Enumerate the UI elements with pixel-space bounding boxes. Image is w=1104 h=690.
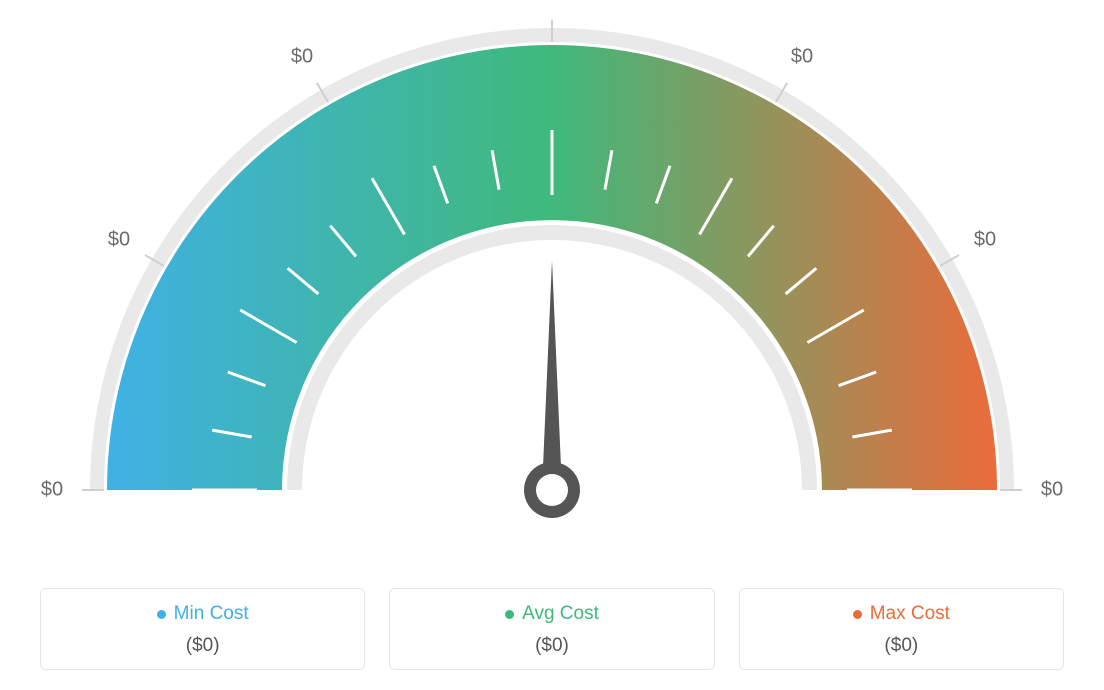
legend-value-max: ($0) [750, 635, 1053, 657]
legend-label-min: Min Cost [157, 603, 249, 625]
legend-row: Min Cost ($0) Avg Cost ($0) Max Cost ($0… [40, 588, 1064, 670]
dot-max [853, 610, 862, 619]
svg-text:$0: $0 [41, 478, 63, 500]
legend-card-avg: Avg Cost ($0) [389, 588, 714, 670]
legend-label-avg: Avg Cost [505, 603, 599, 625]
svg-text:$0: $0 [791, 45, 813, 67]
svg-text:$0: $0 [108, 228, 130, 250]
dot-avg [505, 610, 514, 619]
svg-text:$0: $0 [291, 45, 313, 67]
legend-label-text-avg: Avg Cost [522, 603, 599, 625]
legend-card-max: Max Cost ($0) [739, 588, 1064, 670]
legend-label-text-min: Min Cost [174, 603, 249, 625]
legend-value-avg: ($0) [400, 635, 703, 657]
legend-label-max: Max Cost [853, 603, 950, 625]
legend-card-min: Min Cost ($0) [40, 588, 365, 670]
gauge-svg: $0$0$0$0$0$0$0 [0, 0, 1104, 560]
legend-label-text-max: Max Cost [870, 603, 950, 625]
gauge-chart: $0$0$0$0$0$0$0 [0, 0, 1104, 560]
svg-text:$0: $0 [974, 228, 996, 250]
svg-text:$0: $0 [1041, 478, 1063, 500]
dot-min [157, 610, 166, 619]
legend-value-min: ($0) [51, 635, 354, 657]
